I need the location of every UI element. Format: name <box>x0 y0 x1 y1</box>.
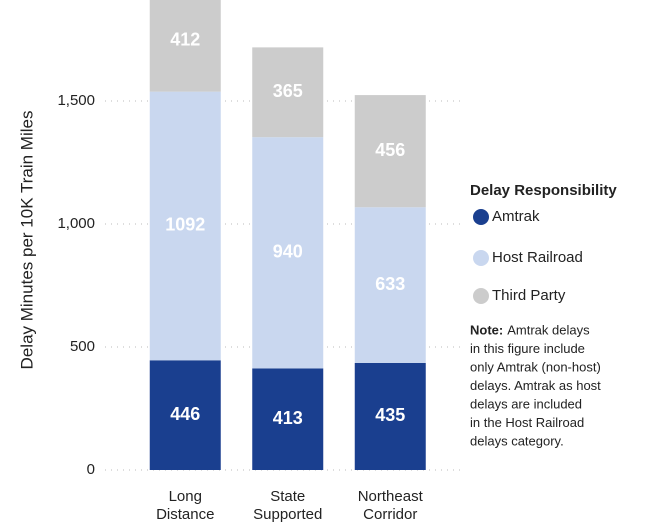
bar-segment <box>354 362 426 470</box>
note-text: Amtrak delays <box>507 322 590 337</box>
legend-marker <box>473 288 489 304</box>
note-text: in the Host Railroad <box>470 415 584 430</box>
bar-segment <box>149 360 221 470</box>
legend-label: Third Party <box>492 287 566 304</box>
bar-segment <box>149 0 221 92</box>
bar-segment <box>354 95 426 208</box>
bar-value-label: 456 <box>375 140 405 160</box>
legend-marker <box>473 250 489 266</box>
note-text: delays category. <box>470 433 564 448</box>
bar-value-label: 413 <box>273 408 303 428</box>
y-tick-label: 0 <box>87 461 95 478</box>
bar-segment <box>354 207 426 363</box>
bar-value-label: 446 <box>170 404 200 424</box>
y-tick-label: 500 <box>70 338 95 355</box>
note-text: delays are included <box>470 396 582 411</box>
note-text: in this figure include <box>470 341 585 356</box>
bar-segment <box>149 91 221 361</box>
legend-title: Delay Responsibility <box>470 182 617 199</box>
bar-segment <box>252 47 324 138</box>
legend-marker <box>473 209 489 225</box>
note-text: delays. Amtrak as host <box>470 378 601 393</box>
x-tick-label: Long Distance <box>156 488 214 523</box>
y-axis-label: Delay Minutes per 10K Train Miles <box>17 111 36 370</box>
bar-segment <box>252 368 324 470</box>
bar-value-label: 412 <box>170 30 200 50</box>
bar-value-label: 633 <box>375 274 405 294</box>
y-tick-label: 1,000 <box>57 215 95 232</box>
x-tick-label: State Supported <box>253 488 322 523</box>
y-tick-label: 1,500 <box>57 92 95 109</box>
bar-value-label: 1092 <box>165 215 205 235</box>
bar-value-label: 940 <box>273 242 303 262</box>
note-text: only Amtrak (non-host) <box>470 359 601 374</box>
note-label: Note: <box>470 322 503 337</box>
bar-value-label: 435 <box>375 405 405 425</box>
legend-label: Host Railroad <box>492 249 583 266</box>
legend-label: Amtrak <box>492 208 540 225</box>
x-tick-label: Northeast Corridor <box>358 488 424 523</box>
bar-segment <box>252 137 324 369</box>
bar-value-label: 365 <box>273 81 303 101</box>
